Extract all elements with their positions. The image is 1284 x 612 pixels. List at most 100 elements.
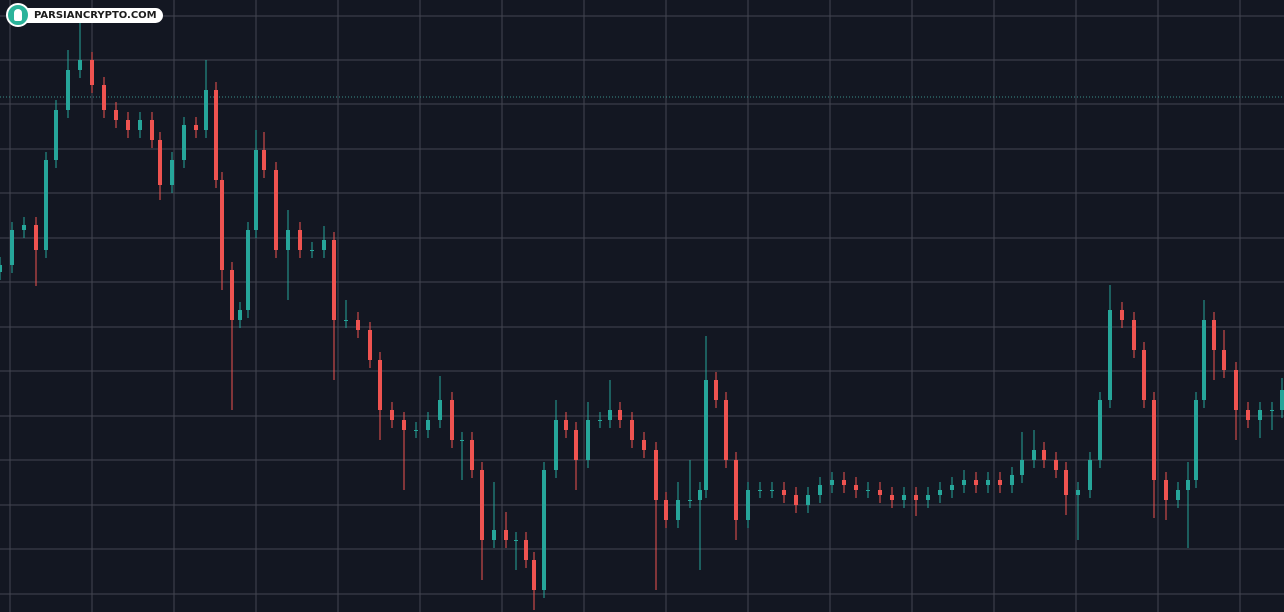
candle-body bbox=[926, 495, 930, 500]
candle-body bbox=[818, 485, 822, 495]
candle-body bbox=[1194, 400, 1198, 480]
candle-body bbox=[794, 495, 798, 505]
candle-body bbox=[1120, 310, 1124, 320]
candle-body bbox=[664, 500, 668, 520]
watermark-text: PARSIANCRYPTO.COM bbox=[22, 7, 163, 23]
candle-body bbox=[770, 490, 774, 491]
candle-body bbox=[854, 485, 858, 490]
candle-body bbox=[1020, 460, 1024, 475]
candle-body bbox=[254, 150, 258, 230]
candle-body bbox=[102, 85, 106, 110]
candle-body bbox=[1246, 410, 1250, 420]
candle-body bbox=[902, 495, 906, 500]
candle-body bbox=[204, 90, 208, 130]
candle-body bbox=[230, 270, 234, 320]
candle-body bbox=[890, 495, 894, 500]
candle-body bbox=[402, 420, 406, 430]
candle-body bbox=[66, 70, 70, 110]
candle-body bbox=[22, 225, 26, 230]
candle-body bbox=[1222, 350, 1226, 370]
candle-body bbox=[878, 490, 882, 495]
candle-body bbox=[1088, 460, 1092, 490]
candle-body bbox=[298, 230, 302, 250]
candle-body bbox=[642, 440, 646, 450]
candle-body bbox=[758, 490, 762, 491]
candle-body bbox=[438, 400, 442, 420]
candle-body bbox=[368, 330, 372, 360]
candle-body bbox=[170, 160, 174, 185]
candle-body bbox=[950, 485, 954, 490]
candle-body bbox=[322, 240, 326, 250]
candle-body bbox=[866, 490, 870, 491]
candle-body bbox=[842, 480, 846, 485]
candle-body bbox=[194, 125, 198, 130]
candle-body bbox=[214, 90, 218, 180]
candle-body bbox=[356, 320, 360, 330]
candle-body bbox=[698, 490, 702, 500]
candle-body bbox=[344, 320, 348, 321]
candle-body bbox=[782, 490, 786, 495]
candle-body bbox=[1186, 480, 1190, 490]
candle-body bbox=[44, 160, 48, 250]
candle-body bbox=[246, 230, 250, 310]
candle-body bbox=[34, 225, 38, 250]
candle-body bbox=[1176, 490, 1180, 500]
candle-body bbox=[914, 495, 918, 500]
watermark-logo bbox=[6, 3, 30, 27]
candle-body bbox=[654, 450, 658, 500]
candle-body bbox=[688, 500, 692, 501]
candle-body bbox=[1098, 400, 1102, 460]
candle-body bbox=[158, 140, 162, 185]
candle-body bbox=[806, 495, 810, 505]
candle-body bbox=[332, 240, 336, 320]
candle-body bbox=[618, 410, 622, 420]
candle-body bbox=[414, 430, 418, 431]
candle-body bbox=[78, 60, 82, 70]
candle-body bbox=[1064, 470, 1068, 495]
candle-body bbox=[974, 480, 978, 485]
candle-body bbox=[554, 420, 558, 470]
candle-body bbox=[1054, 460, 1058, 470]
candle-body bbox=[676, 500, 680, 520]
candle-body bbox=[1212, 320, 1216, 350]
candle-body bbox=[220, 180, 224, 270]
candle-body bbox=[470, 440, 474, 470]
candle-body bbox=[426, 420, 430, 430]
candle-body bbox=[1076, 490, 1080, 495]
candle-body bbox=[492, 530, 496, 540]
candle-body bbox=[310, 250, 314, 251]
candle-body bbox=[574, 430, 578, 460]
candle-body bbox=[504, 530, 508, 540]
candle-body bbox=[938, 490, 942, 495]
candle-body bbox=[54, 110, 58, 160]
candle-body bbox=[450, 400, 454, 440]
candle-body bbox=[746, 490, 750, 520]
candle-body bbox=[480, 470, 484, 540]
candle-body bbox=[238, 310, 242, 320]
candle-body bbox=[378, 360, 382, 410]
candle-body bbox=[1010, 475, 1014, 485]
candle-body bbox=[962, 480, 966, 485]
candle-body bbox=[542, 470, 546, 590]
candle-body bbox=[714, 380, 718, 400]
candle-body bbox=[0, 265, 2, 272]
candle-body bbox=[1108, 310, 1112, 400]
candle-body bbox=[126, 120, 130, 130]
candle-body bbox=[1032, 450, 1036, 460]
candle-body bbox=[1164, 480, 1168, 500]
candle-body bbox=[998, 480, 1002, 485]
candle-body bbox=[598, 420, 602, 421]
candle-body bbox=[286, 230, 290, 250]
candle-body bbox=[608, 410, 612, 420]
candle-body bbox=[514, 540, 518, 541]
candle-body bbox=[460, 440, 464, 441]
candle-body bbox=[986, 480, 990, 485]
candle-body bbox=[262, 150, 266, 170]
candle-body bbox=[1042, 450, 1046, 460]
candle-body bbox=[182, 125, 186, 160]
candle-body bbox=[734, 460, 738, 520]
candle-body bbox=[274, 170, 278, 250]
candle-body bbox=[524, 540, 528, 560]
